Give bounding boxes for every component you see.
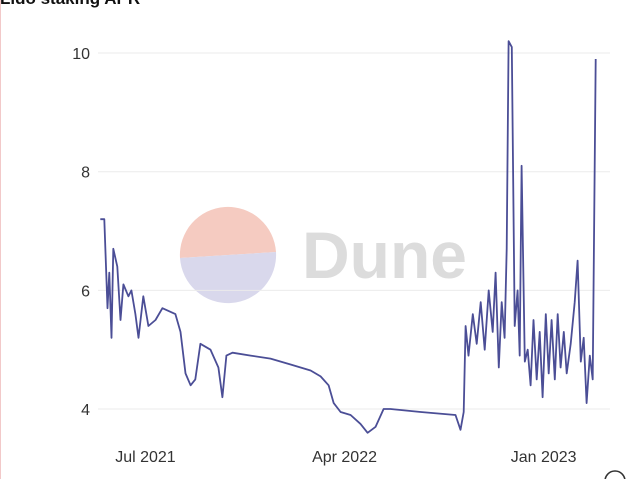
line [100, 40, 597, 434]
x-tick-label: Jul 2021 [115, 449, 176, 466]
watermark: Dune [179, 206, 467, 304]
y-tick-label: 10 [72, 46, 90, 63]
y-tick-label: 8 [81, 165, 90, 182]
y-tick-label: 6 [81, 283, 90, 300]
x-tick-label: Apr 2022 [312, 449, 377, 466]
chart-title: Lido staking APR [0, 0, 140, 8]
x-tick-label: Jan 2023 [511, 449, 577, 466]
y-tick-label: 4 [81, 402, 90, 419]
corner-icon [604, 470, 626, 479]
watermark-logo-top [179, 206, 276, 258]
watermark-text: Dune [302, 218, 467, 292]
